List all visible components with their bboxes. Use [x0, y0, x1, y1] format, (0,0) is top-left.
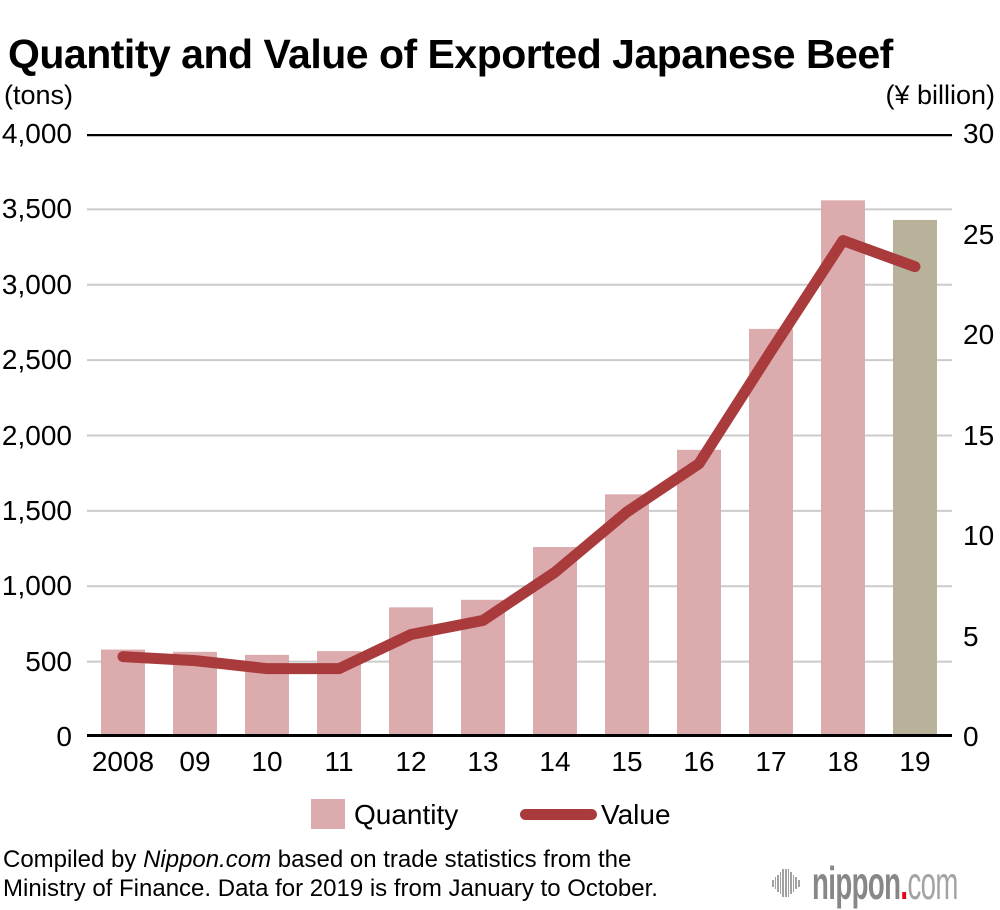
- right-axis-tick-5: 5: [963, 620, 979, 652]
- left-axis-tick-3500: 3,500: [1, 193, 72, 225]
- quantity-bar-19: [893, 219, 937, 737]
- left-axis-tick-4000: 4,000: [1, 118, 72, 149]
- legend-value-label: Value: [601, 799, 671, 830]
- x-axis-label-10: 10: [251, 746, 283, 777]
- left-axis-tick-500: 500: [25, 645, 72, 677]
- left-axis-unit-label: (tons): [4, 80, 74, 110]
- legend-quantity-label: Quantity: [354, 799, 459, 830]
- logo-text: nippon.com: [812, 857, 958, 909]
- x-axis-label-09: 09: [179, 746, 211, 777]
- x-axis-label-11: 11: [324, 746, 354, 777]
- quantity-bar-18: [821, 200, 865, 737]
- quantity-bar-17: [749, 328, 793, 737]
- left-axis-tick-2000: 2,000: [1, 419, 72, 451]
- value-line: [117, 235, 921, 675]
- source-note: Compiled by Nippon.com based on trade st…: [3, 845, 658, 903]
- value-line-swatch: [520, 809, 597, 820]
- x-axis-label-12: 12: [395, 746, 427, 777]
- right-axis-tick-30: 30: [963, 118, 995, 149]
- quantity-bar-15: [605, 494, 649, 737]
- quantity-bar-16: [677, 449, 721, 737]
- right-axis-unit-label: (¥ billion): [885, 80, 995, 110]
- x-axis-label-19: 19: [899, 746, 931, 777]
- x-axis-label-14: 14: [539, 746, 571, 777]
- brand-name: Nippon.com: [143, 846, 272, 873]
- plot-canvas: [87, 134, 952, 737]
- left-axis-tick-1500: 1,500: [1, 494, 72, 526]
- x-axis-label-16: 16: [683, 746, 715, 777]
- x-axis-label-2008: 2008: [91, 746, 155, 777]
- x-axis-label-15: 15: [611, 746, 643, 777]
- right-axis-tick-20: 20: [963, 319, 995, 350]
- right-axis-tick-15: 15: [963, 419, 995, 451]
- right-axis-tick-0: 0: [963, 721, 979, 752]
- left-axis-tick-0: 0: [56, 721, 72, 752]
- right-axis-tick-10: 10: [963, 520, 995, 551]
- right-axis-tick-25: 25: [963, 218, 995, 250]
- x-axis-label-18: 18: [827, 746, 859, 777]
- soundwave-icon: [772, 866, 802, 900]
- source-note-line2: Ministry of Finance. Data for 2019 is fr…: [3, 875, 658, 902]
- quantity-swatch: [311, 799, 345, 829]
- chart-title: Quantity and Value of Exported Japanese …: [8, 31, 893, 78]
- left-axis-tick-2500: 2,500: [1, 344, 72, 376]
- quantity-bar-2008: [101, 649, 145, 737]
- source-note-line1: Compiled by Nippon.com based on trade st…: [3, 846, 632, 873]
- left-axis-tick-1000: 1,000: [1, 570, 72, 602]
- left-axis-tick-3000: 3,000: [1, 268, 72, 300]
- x-axis-label-13: 13: [467, 746, 499, 777]
- x-axis-label-17: 17: [755, 746, 787, 777]
